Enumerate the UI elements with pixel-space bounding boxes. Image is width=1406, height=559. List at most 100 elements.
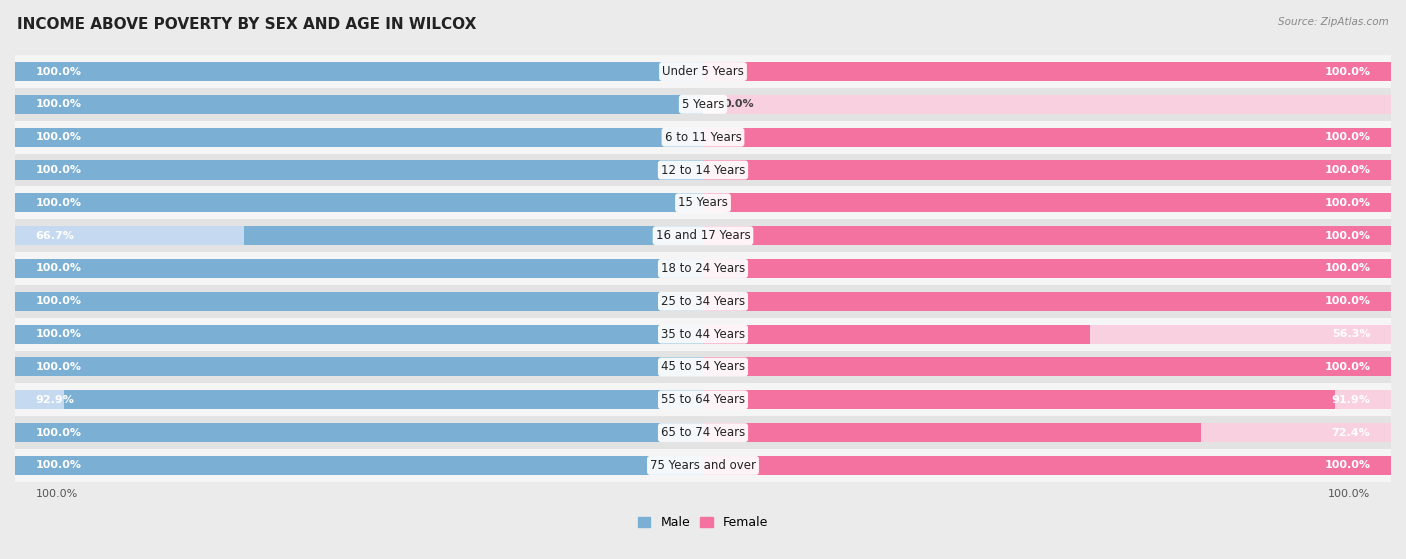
Bar <box>15 357 703 377</box>
Text: 100.0%: 100.0% <box>35 132 82 142</box>
Bar <box>15 226 703 245</box>
Bar <box>703 292 1391 311</box>
Bar <box>15 285 1391 318</box>
Bar <box>15 456 703 475</box>
Bar <box>703 226 1391 245</box>
Bar <box>703 325 1391 344</box>
Text: 100.0%: 100.0% <box>1324 198 1371 208</box>
Text: 100.0%: 100.0% <box>35 198 82 208</box>
Bar <box>15 259 703 278</box>
Bar <box>15 259 703 278</box>
Bar <box>703 390 1336 409</box>
Text: 100.0%: 100.0% <box>35 428 82 438</box>
Bar <box>703 127 1391 146</box>
Bar <box>15 292 703 311</box>
Bar <box>15 383 1391 416</box>
Bar <box>245 226 703 245</box>
Bar <box>15 456 703 475</box>
Bar <box>15 62 703 81</box>
Text: 100.0%: 100.0% <box>1324 165 1371 175</box>
Text: 56.3%: 56.3% <box>1331 329 1371 339</box>
Text: 100.0%: 100.0% <box>1329 489 1371 499</box>
Bar <box>703 423 1391 442</box>
Bar <box>703 259 1391 278</box>
Bar <box>703 357 1391 377</box>
Bar <box>15 193 703 212</box>
Text: 91.9%: 91.9% <box>1331 395 1371 405</box>
Bar <box>15 160 703 179</box>
Bar <box>15 252 1391 285</box>
Text: 6 to 11 Years: 6 to 11 Years <box>665 131 741 144</box>
Text: 100.0%: 100.0% <box>1324 231 1371 241</box>
Bar <box>15 390 703 409</box>
Text: 18 to 24 Years: 18 to 24 Years <box>661 262 745 275</box>
Bar <box>15 62 703 81</box>
Text: 25 to 34 Years: 25 to 34 Years <box>661 295 745 308</box>
Bar <box>703 226 1391 245</box>
Text: Source: ZipAtlas.com: Source: ZipAtlas.com <box>1278 17 1389 27</box>
Bar <box>15 325 703 344</box>
Bar <box>15 350 1391 383</box>
Bar <box>15 121 1391 154</box>
Text: 100.0%: 100.0% <box>35 263 82 273</box>
Bar <box>703 193 1391 212</box>
Bar <box>15 186 1391 219</box>
Text: 55 to 64 Years: 55 to 64 Years <box>661 394 745 406</box>
Text: 100.0%: 100.0% <box>1324 461 1371 471</box>
Bar <box>703 127 1391 146</box>
Bar <box>15 193 703 212</box>
Text: 100.0%: 100.0% <box>35 461 82 471</box>
Text: 75 Years and over: 75 Years and over <box>650 459 756 472</box>
Text: 15 Years: 15 Years <box>678 196 728 209</box>
Bar <box>15 423 703 442</box>
Bar <box>15 127 703 146</box>
Text: 0.0%: 0.0% <box>724 100 754 110</box>
Bar <box>15 95 703 114</box>
Bar <box>703 325 1090 344</box>
Text: 100.0%: 100.0% <box>1324 67 1371 77</box>
Text: INCOME ABOVE POVERTY BY SEX AND AGE IN WILCOX: INCOME ABOVE POVERTY BY SEX AND AGE IN W… <box>17 17 477 32</box>
Bar <box>15 325 703 344</box>
Bar <box>15 55 1391 88</box>
Text: 45 to 54 Years: 45 to 54 Years <box>661 361 745 373</box>
Text: 65 to 74 Years: 65 to 74 Years <box>661 426 745 439</box>
Bar <box>703 456 1391 475</box>
Bar <box>703 390 1391 409</box>
Text: 72.4%: 72.4% <box>1331 428 1371 438</box>
Bar <box>703 456 1391 475</box>
Bar <box>703 193 1391 212</box>
Bar <box>15 449 1391 482</box>
Bar <box>703 62 1391 81</box>
Text: 100.0%: 100.0% <box>1324 263 1371 273</box>
Bar <box>703 259 1391 278</box>
Text: 35 to 44 Years: 35 to 44 Years <box>661 328 745 340</box>
Bar <box>703 160 1391 179</box>
Bar <box>15 292 703 311</box>
Text: Under 5 Years: Under 5 Years <box>662 65 744 78</box>
Text: 100.0%: 100.0% <box>1324 132 1371 142</box>
Bar <box>15 357 703 377</box>
Bar <box>703 62 1391 81</box>
Bar <box>15 219 1391 252</box>
Bar <box>15 154 1391 186</box>
Bar <box>15 160 703 179</box>
Bar <box>63 390 703 409</box>
Bar <box>703 423 1201 442</box>
Text: 100.0%: 100.0% <box>1324 362 1371 372</box>
Text: 100.0%: 100.0% <box>35 165 82 175</box>
Bar <box>15 127 703 146</box>
Text: 12 to 14 Years: 12 to 14 Years <box>661 163 745 177</box>
Text: 16 and 17 Years: 16 and 17 Years <box>655 229 751 242</box>
Bar <box>15 423 703 442</box>
Text: 100.0%: 100.0% <box>35 100 82 110</box>
Text: 100.0%: 100.0% <box>35 489 77 499</box>
Bar <box>15 88 1391 121</box>
Bar <box>15 318 1391 350</box>
Text: 100.0%: 100.0% <box>35 296 82 306</box>
Text: 100.0%: 100.0% <box>35 67 82 77</box>
Text: 5 Years: 5 Years <box>682 98 724 111</box>
Bar <box>15 416 1391 449</box>
Bar <box>703 160 1391 179</box>
Text: 100.0%: 100.0% <box>1324 296 1371 306</box>
Text: 100.0%: 100.0% <box>35 329 82 339</box>
